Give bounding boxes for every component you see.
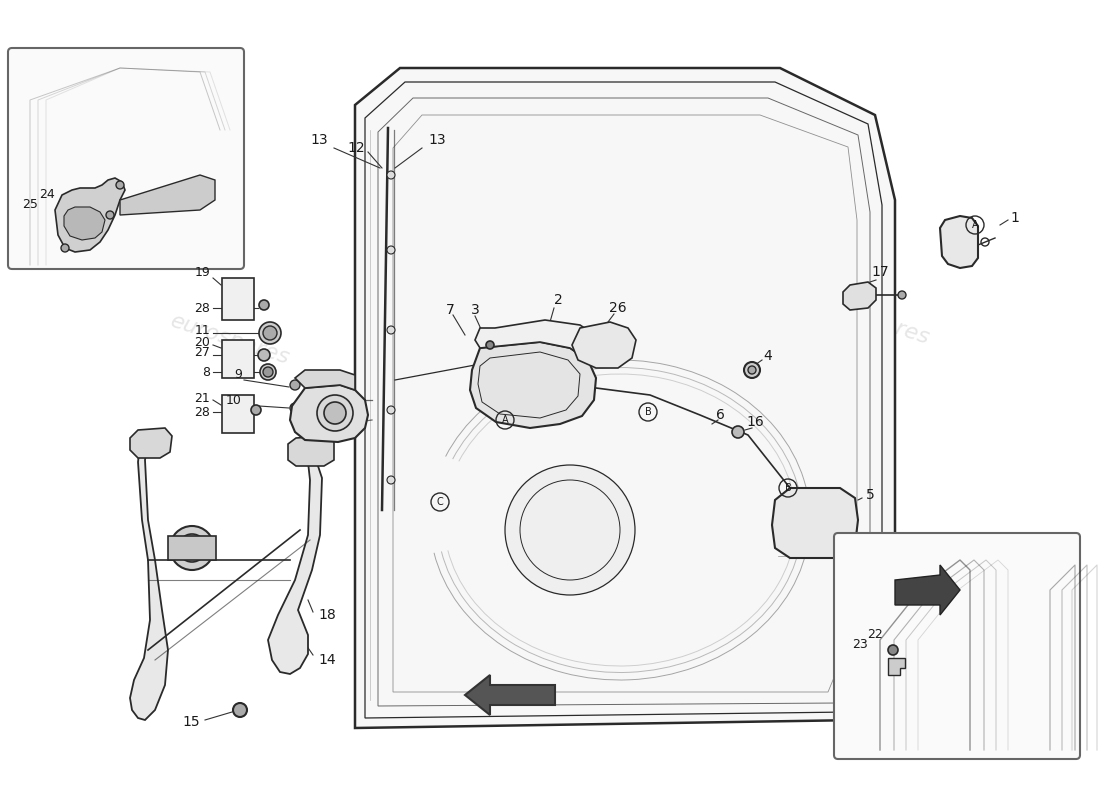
Text: C: C [437,497,443,507]
Circle shape [258,349,270,361]
Circle shape [186,542,198,554]
Circle shape [898,291,906,299]
Text: eurospares: eurospares [167,311,293,369]
Circle shape [263,367,273,377]
Circle shape [748,366,756,374]
Text: 12: 12 [348,141,365,155]
Text: 18: 18 [318,608,336,622]
FancyBboxPatch shape [8,48,244,269]
Polygon shape [55,178,125,252]
Text: eurospares: eurospares [638,542,762,598]
Polygon shape [268,458,322,674]
Polygon shape [64,207,104,240]
Text: 15: 15 [183,715,200,729]
Circle shape [486,341,494,349]
Text: 25: 25 [22,198,38,211]
Text: 13: 13 [310,133,328,147]
Circle shape [387,171,395,179]
Circle shape [258,322,280,344]
Circle shape [387,326,395,334]
Polygon shape [772,488,858,558]
Text: 21: 21 [195,391,210,405]
Polygon shape [120,175,214,215]
FancyBboxPatch shape [834,533,1080,759]
Bar [168,536,216,560]
Text: 5: 5 [866,488,874,502]
Circle shape [505,465,635,595]
Text: 17: 17 [871,265,889,279]
Text: B: B [645,407,651,417]
Text: 27: 27 [194,346,210,359]
Circle shape [251,405,261,415]
Circle shape [744,362,760,378]
Bar [222,340,254,378]
Bar [222,395,254,433]
Circle shape [233,703,248,717]
Text: 8: 8 [202,366,210,378]
Bar [222,278,254,320]
Circle shape [170,526,214,570]
Circle shape [290,403,300,413]
Text: 23: 23 [852,638,868,651]
Text: eurospares: eurospares [468,402,592,458]
Polygon shape [130,428,172,458]
Circle shape [732,426,744,438]
Circle shape [387,406,395,414]
Polygon shape [470,342,596,428]
Polygon shape [290,385,369,442]
Polygon shape [465,675,556,715]
Polygon shape [843,282,876,310]
Text: 4: 4 [763,349,772,363]
Circle shape [324,402,346,424]
Circle shape [290,380,300,390]
Circle shape [263,326,277,340]
Circle shape [387,476,395,484]
Text: 16: 16 [746,415,763,429]
Text: 2: 2 [553,293,562,307]
Circle shape [317,395,353,431]
Circle shape [258,300,270,310]
Text: 20: 20 [194,335,210,349]
Text: 28: 28 [194,406,210,418]
Polygon shape [475,320,596,360]
Polygon shape [295,370,355,390]
Text: 26: 26 [609,301,627,315]
Circle shape [60,244,69,252]
Text: 1: 1 [1010,211,1019,225]
Text: B: B [784,483,791,493]
Circle shape [116,181,124,189]
Circle shape [106,211,114,219]
Circle shape [888,645,898,655]
Text: 14: 14 [318,653,336,667]
Text: 24: 24 [40,189,55,202]
Text: 28: 28 [194,302,210,314]
Text: A: A [971,220,978,230]
Text: eurospares: eurospares [807,291,933,349]
Polygon shape [288,436,334,466]
Polygon shape [130,442,168,720]
Polygon shape [895,565,960,615]
Text: 19: 19 [195,266,210,278]
Polygon shape [888,658,905,675]
Text: 13: 13 [428,133,446,147]
Text: 3: 3 [471,303,480,317]
Polygon shape [572,322,636,368]
Circle shape [178,534,206,562]
Polygon shape [940,216,978,268]
Polygon shape [355,68,895,728]
Circle shape [387,246,395,254]
Circle shape [260,364,276,380]
Text: 10: 10 [227,394,242,406]
Text: A: A [502,415,508,425]
Text: 7: 7 [446,303,454,317]
Text: 11: 11 [195,323,210,337]
Text: 22: 22 [867,629,883,642]
Text: 6: 6 [716,408,725,422]
Text: 9: 9 [234,369,242,382]
